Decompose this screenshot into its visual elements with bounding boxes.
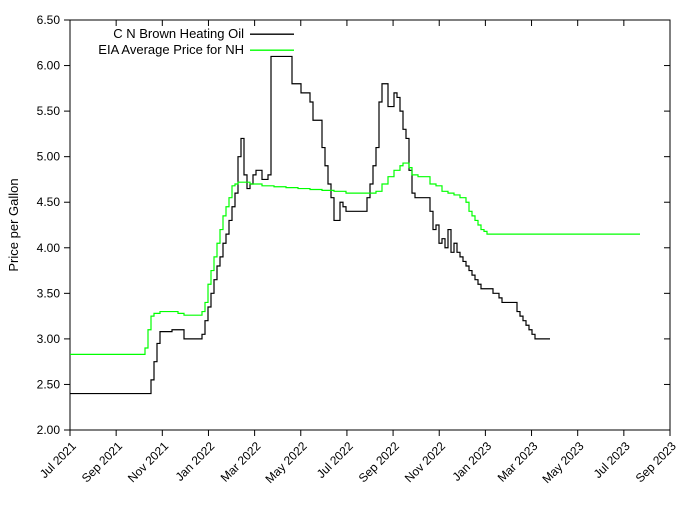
legend-label: EIA Average Price for NH bbox=[98, 42, 244, 57]
ytick-label: 6.00 bbox=[37, 59, 61, 73]
ytick-label: 2.00 bbox=[37, 423, 61, 437]
ytick-label: 4.00 bbox=[37, 241, 61, 255]
ytick-label: 3.00 bbox=[37, 332, 61, 346]
y-axis-label: Price per Gallon bbox=[6, 178, 21, 271]
legend-label: C N Brown Heating Oil bbox=[113, 26, 244, 41]
ytick-label: 5.50 bbox=[37, 104, 61, 118]
ytick-label: 4.50 bbox=[37, 195, 61, 209]
ytick-label: 6.50 bbox=[37, 13, 61, 27]
ytick-label: 5.00 bbox=[37, 150, 61, 164]
ytick-label: 2.50 bbox=[37, 377, 61, 391]
ytick-label: 3.50 bbox=[37, 286, 61, 300]
price-chart: 2.00 2.50 3.00 3.50 4.00 4.50 5.00 5.50 6.00 6.50… bbox=[0, 0, 700, 525]
